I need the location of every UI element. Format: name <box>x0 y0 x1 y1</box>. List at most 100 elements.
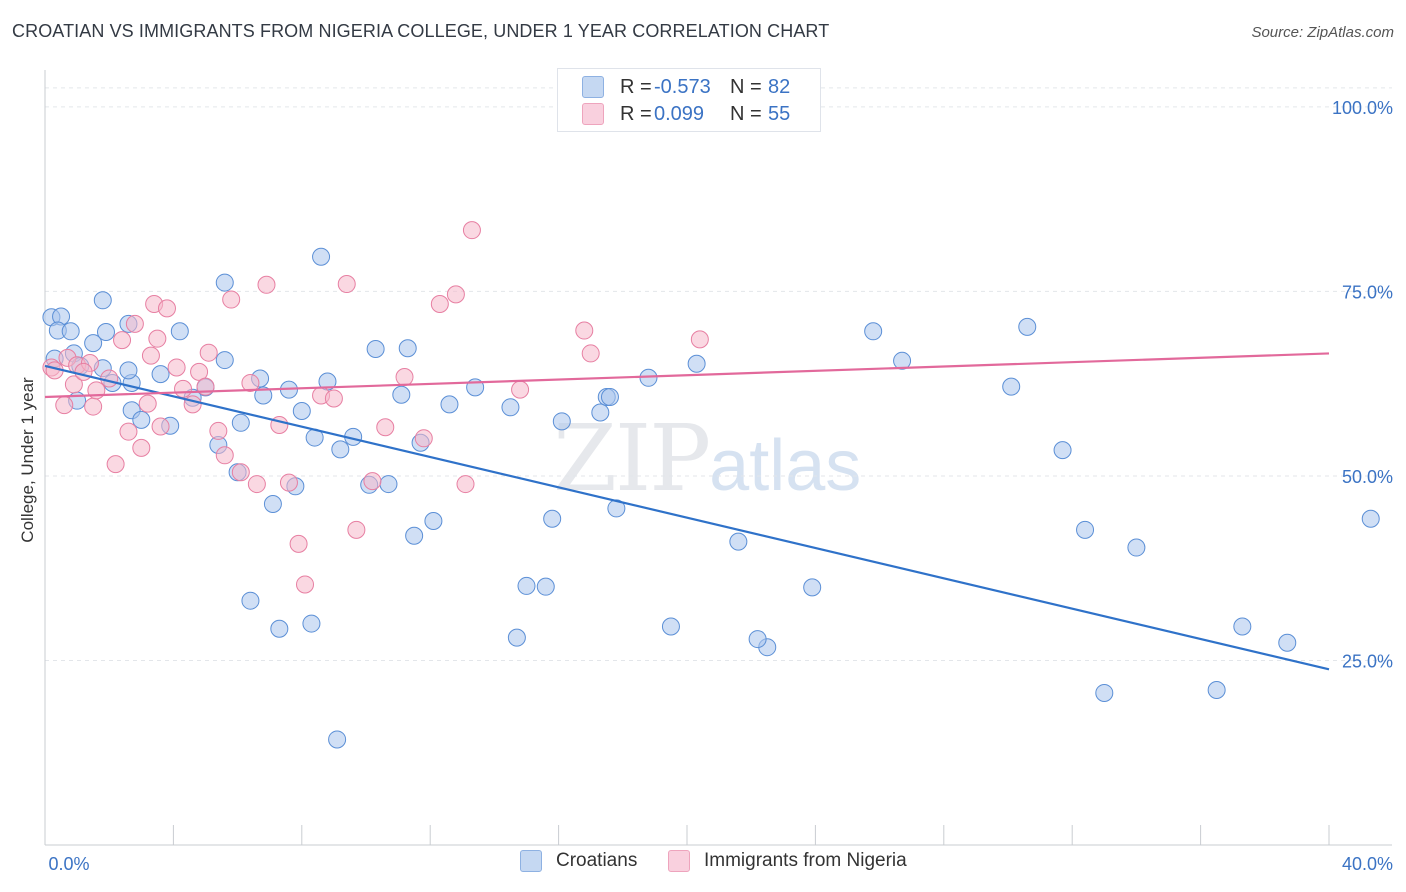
nigeria-point <box>363 472 382 491</box>
series-legend: Croatians Immigrants from Nigeria <box>0 850 1406 878</box>
nigeria-point <box>241 373 260 392</box>
nigeria-point <box>215 446 234 465</box>
croatians-trend-line <box>44 364 1330 671</box>
croatians-point <box>379 475 398 494</box>
nigeria-point <box>247 475 266 494</box>
nigeria-point <box>347 520 366 539</box>
croatians-point <box>61 322 80 341</box>
legend-label-croatians: Croatians <box>556 850 638 871</box>
nigeria-swatch <box>582 103 604 125</box>
croatians-point <box>170 322 189 341</box>
nigeria-point <box>64 375 83 394</box>
croatians-point <box>302 614 321 633</box>
n-label: N = <box>730 75 762 98</box>
watermark-atlas: atlas <box>709 426 862 506</box>
nigeria-point <box>581 344 600 363</box>
croatians-point <box>1361 509 1380 528</box>
nigeria-point <box>395 368 414 387</box>
nigeria-point <box>74 362 93 381</box>
croatians-point <box>1233 617 1252 636</box>
croatians-point <box>1053 441 1072 460</box>
croatians-point <box>215 273 234 292</box>
croatians-point <box>507 628 526 647</box>
croatians-point <box>292 402 311 420</box>
y-tick-label: 50.0% <box>1342 467 1393 487</box>
nigeria-point <box>289 534 308 553</box>
croatians-point <box>405 526 424 545</box>
croatians-point <box>215 351 234 370</box>
nigeria-point <box>199 343 218 362</box>
nigeria-point <box>222 290 241 309</box>
nigeria-point <box>100 369 119 388</box>
nigeria-point <box>337 275 356 294</box>
watermark: ZIPatlas <box>553 405 861 512</box>
croatians-point <box>331 440 350 459</box>
nigeria-point <box>296 575 315 594</box>
croatians-point <box>600 387 619 406</box>
watermark-zip: ZIP <box>553 405 711 512</box>
croatians-point <box>241 591 260 610</box>
correlation-legend: R = -0.573 N = 82 R = 0.099 N = 55 <box>557 68 821 132</box>
croatians-point <box>687 354 706 373</box>
croatians-swatch <box>582 76 604 98</box>
croatians-point <box>661 617 680 636</box>
legend-row-croatians: R = -0.573 N = 82 <box>582 74 790 100</box>
croatians-point <box>1127 538 1146 557</box>
r-value: -0.573 <box>654 75 711 98</box>
nigeria-point <box>376 418 395 437</box>
nigeria-point <box>55 396 74 415</box>
nigeria-point <box>113 331 132 350</box>
croatians-point <box>591 403 610 422</box>
nigeria-point <box>511 380 530 399</box>
croatians-point <box>254 386 273 405</box>
chart-title: CROATIAN VS IMMIGRANTS FROM NIGERIA COLL… <box>12 21 830 41</box>
croatians-point <box>1018 317 1037 336</box>
nigeria-point <box>414 429 433 448</box>
legend-item-croatians[interactable]: Croatians <box>520 850 637 872</box>
croatians-point <box>270 619 289 638</box>
nigeria-swatch <box>668 850 690 872</box>
legend-row-nigeria: R = 0.099 N = 55 <box>582 101 790 127</box>
x-tick-label: 40.0% <box>1342 854 1393 874</box>
source-credit: Source: ZipAtlas.com <box>1251 24 1394 41</box>
nigeria-point <box>151 417 170 436</box>
n-label: N = <box>730 102 762 125</box>
croatians-point <box>440 395 459 414</box>
nigeria-point <box>174 379 193 398</box>
croatians-point <box>1002 377 1021 396</box>
croatians-point <box>1076 520 1095 539</box>
croatians-point <box>1095 683 1114 702</box>
legend-item-nigeria[interactable]: Immigrants from Nigeria <box>668 850 907 872</box>
y-tick-label: 75.0% <box>1342 282 1393 302</box>
n-value: 55 <box>768 102 791 125</box>
r-label: R = <box>620 75 652 98</box>
croatians-point <box>517 576 536 595</box>
croatians-point <box>151 365 170 384</box>
nigeria-point <box>430 294 449 313</box>
n-value: 82 <box>768 75 791 98</box>
croatians-point <box>328 730 347 749</box>
croatians-point <box>84 334 103 353</box>
nigeria-point <box>324 389 343 408</box>
nigeria-point <box>279 473 298 492</box>
x-tick-label: 0.0% <box>48 854 89 874</box>
nigeria-point <box>257 275 276 294</box>
croatians-point <box>93 291 112 310</box>
nigeria-point <box>106 455 125 474</box>
y-tick-label: 100.0% <box>1332 98 1393 118</box>
y-axis-label: College, Under 1 year <box>18 377 37 543</box>
nigeria-point <box>119 422 138 441</box>
croatians-swatch <box>520 850 542 872</box>
croatians-point <box>398 339 417 358</box>
nigeria-point <box>157 299 176 318</box>
y-tick-label: 25.0% <box>1342 651 1393 671</box>
r-value: 0.099 <box>654 102 705 125</box>
croatians-point <box>552 412 571 431</box>
nigeria-point <box>231 463 250 482</box>
croatians-point <box>119 361 138 380</box>
croatians-point <box>803 578 822 597</box>
nigeria-point <box>148 329 167 348</box>
nigeria-point <box>575 321 594 340</box>
croatians-point <box>312 247 331 266</box>
